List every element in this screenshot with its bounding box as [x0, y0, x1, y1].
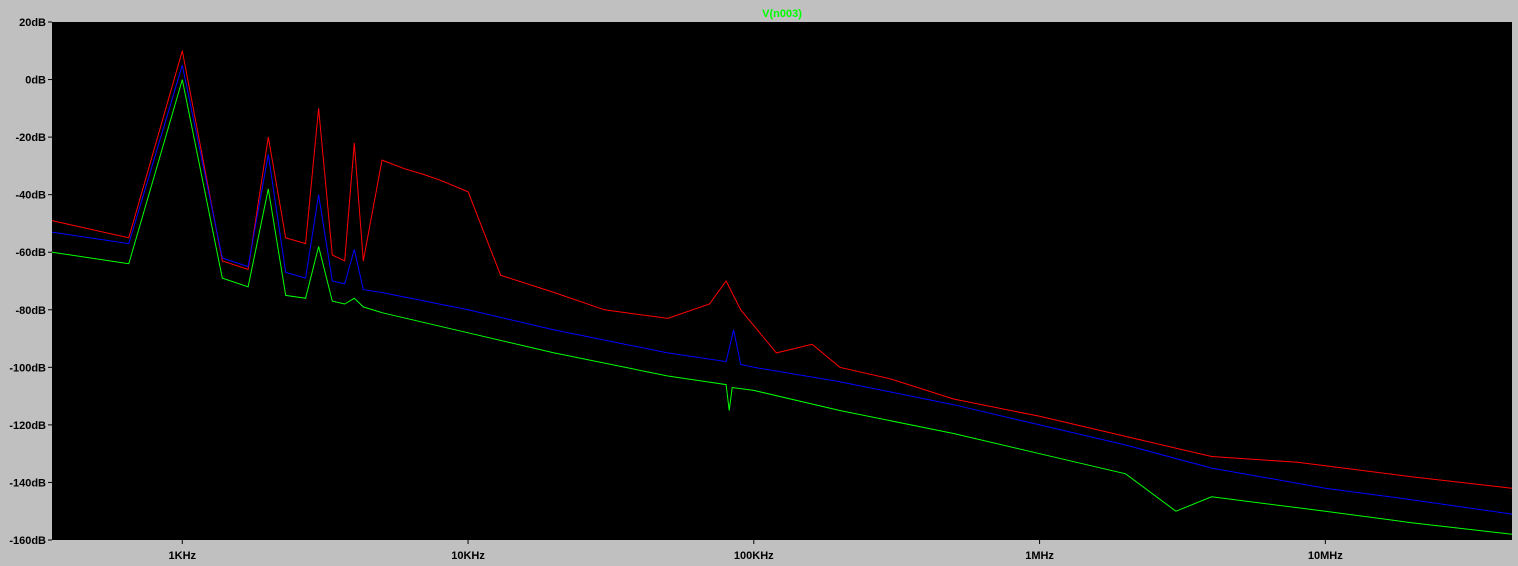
- x-tick-label: 1MHz: [1025, 550, 1054, 562]
- y-tick-label: 20dB: [19, 17, 46, 29]
- y-tick-label: -80dB: [15, 305, 46, 317]
- y-tick-label: -20dB: [15, 132, 46, 144]
- x-tick-label: 1KHz: [169, 550, 197, 562]
- y-tick-label: -140dB: [9, 477, 46, 489]
- x-tick-label: 10KHz: [451, 550, 485, 562]
- trace-line-1[interactable]: [51, 50, 1513, 489]
- traces-layer: [51, 50, 1513, 535]
- ticks-layer: 20dB 0dB -20dB -40dB -60dB -80dB -100dB -120dB -…: [9, 17, 1343, 562]
- plot-background: [52, 22, 1512, 540]
- x-tick-label: 10MHz: [1308, 550, 1343, 562]
- trace-line-2[interactable]: [51, 65, 1513, 515]
- y-tick-label: -60dB: [15, 247, 46, 259]
- y-tick-label: -40dB: [15, 190, 46, 202]
- trace-title[interactable]: V(n003): [762, 8, 802, 20]
- x-tick-label: 100KHz: [734, 550, 774, 562]
- trace-line-3[interactable]: [51, 79, 1513, 535]
- y-tick-label: -100dB: [9, 362, 46, 374]
- y-tick-label: 0dB: [25, 75, 46, 87]
- y-tick-label: -160dB: [9, 535, 46, 547]
- y-tick-label: -120dB: [9, 420, 46, 432]
